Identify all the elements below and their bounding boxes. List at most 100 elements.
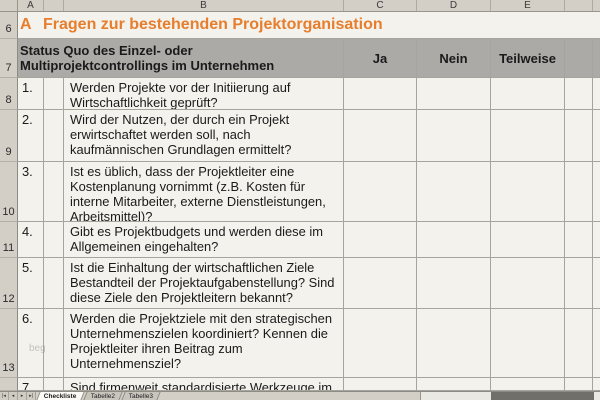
spacer-cell[interactable] (44, 222, 64, 258)
empty-cell[interactable] (565, 378, 593, 391)
row-header-11[interactable]: 11 (0, 222, 18, 258)
answer-yes-cell[interactable] (344, 222, 417, 258)
answer-yes-cell[interactable] (344, 110, 417, 162)
edge-cell (593, 222, 600, 258)
header-no-cell[interactable]: Nein (417, 39, 491, 78)
horizontal-scrollbar[interactable] (420, 392, 600, 400)
spacer-cell[interactable] (44, 78, 64, 110)
empty-cell[interactable] (565, 110, 593, 162)
question-text-cell[interactable]: Ist es üblich, dass der Projektleiter ei… (64, 162, 344, 222)
question-row-1: 8 1. Werden Projekte vor der Initiierung… (0, 78, 600, 110)
question-text-cell[interactable]: Sind firmenweit standardisierte Werkzeug… (64, 378, 344, 391)
tab-nav-first-icon[interactable]: |◂ (0, 392, 9, 400)
sheet-tab-tabelle2[interactable]: Tabelle2 (82, 392, 123, 400)
question-number-cell[interactable]: 1. (18, 78, 44, 110)
tab-bar-filler (159, 392, 420, 400)
column-header-f[interactable] (565, 0, 593, 11)
column-header-b[interactable]: B (64, 0, 344, 11)
empty-cell[interactable] (565, 78, 593, 110)
question-number-cell[interactable]: 2. (18, 110, 44, 162)
column-header-c[interactable]: C (344, 0, 417, 11)
column-header-edge (593, 0, 600, 11)
answer-partial-cell[interactable] (491, 222, 565, 258)
row-header-10[interactable]: 10 (0, 162, 18, 222)
empty-cell[interactable] (565, 258, 593, 309)
answer-no-cell[interactable] (417, 162, 491, 222)
answer-yes-cell[interactable] (344, 258, 417, 309)
section-title-cell[interactable]: A Fragen zur bestehenden Projektorganisa… (18, 12, 600, 39)
answer-no-cell[interactable] (417, 110, 491, 162)
question-row-5: 12 5. Ist die Einhaltung der wirtschaftl… (0, 258, 600, 309)
section-title: Fragen zur bestehenden Projektorganisati… (43, 16, 383, 33)
question-text-cell[interactable]: Werden Projekte vor der Initiierung auf … (64, 78, 344, 110)
empty-cell[interactable] (565, 222, 593, 258)
answer-partial-cell[interactable] (491, 78, 565, 110)
spacer-cell[interactable] (44, 309, 64, 378)
answer-yes-cell[interactable] (344, 309, 417, 378)
spacer-cell[interactable] (44, 378, 64, 391)
empty-cell[interactable] (565, 309, 593, 378)
question-row-4: 11 4. Gibt es Projektbudgets und werden … (0, 222, 600, 258)
row-header-9[interactable]: 9 (0, 110, 18, 162)
answer-partial-cell[interactable] (491, 162, 565, 222)
sheet-tab-checkliste[interactable]: Checkliste (36, 392, 85, 400)
tab-nav-next-icon[interactable]: ▸ (18, 392, 27, 400)
answer-yes-cell[interactable] (344, 378, 417, 391)
column-header-d[interactable]: D (417, 0, 491, 11)
header-empty-cell[interactable] (565, 39, 593, 78)
tab-nav-last-icon[interactable]: ▸| (27, 392, 36, 400)
question-number-cell[interactable]: 4. (18, 222, 44, 258)
row-header-14[interactable] (0, 378, 18, 391)
row-header-8[interactable]: 8 (0, 78, 18, 110)
column-header-e[interactable]: E (491, 0, 565, 11)
edge-cell (593, 258, 600, 309)
question-row-2: 9 2. Wird der Nutzen, der durch ein Proj… (0, 110, 600, 162)
row-header-12[interactable]: 12 (0, 258, 18, 309)
edge-cell (593, 78, 600, 110)
column-header-row: A B C D E (0, 0, 600, 12)
spacer-cell[interactable] (44, 162, 64, 222)
row-header-6[interactable]: 6 (0, 12, 18, 39)
edge-cell (593, 309, 600, 378)
question-number-cell[interactable]: 7. (18, 378, 44, 391)
sheet-grid: 6 A Fragen zur bestehenden Projektorgani… (0, 12, 600, 391)
sheet-tab-tabelle3[interactable]: Tabelle3 (121, 392, 161, 400)
spacer-cell[interactable] (44, 258, 64, 309)
question-text-cell[interactable]: Werden die Projektziele mit den strategi… (64, 309, 344, 378)
select-all-corner[interactable] (0, 0, 18, 11)
answer-partial-cell[interactable] (491, 110, 565, 162)
answer-yes-cell[interactable] (344, 162, 417, 222)
answer-partial-cell[interactable] (491, 258, 565, 309)
answer-partial-cell[interactable] (491, 309, 565, 378)
column-header-gap[interactable] (44, 0, 64, 11)
section-letter: A (20, 16, 32, 33)
answer-no-cell[interactable] (417, 378, 491, 391)
question-text-cell[interactable]: Wird der Nutzen, der durch ein Projekt e… (64, 110, 344, 162)
header-yes-cell[interactable]: Ja (344, 39, 417, 78)
answer-no-cell[interactable] (417, 78, 491, 110)
answer-no-cell[interactable] (417, 222, 491, 258)
sheet-tab-bar: |◂ ◂ ▸ ▸| Checkliste Tabelle2 Tabelle3 (0, 391, 600, 400)
question-number-cell[interactable]: 5. (18, 258, 44, 309)
header-partial-cell[interactable]: Teilweise (491, 39, 565, 78)
question-text-cell[interactable]: Gibt es Projektbudgets und werden diese … (64, 222, 344, 258)
question-text-cell[interactable]: Ist die Einhaltung der wirtschaftlichen … (64, 258, 344, 309)
tab-nav-prev-icon[interactable]: ◂ (9, 392, 18, 400)
row-header-13[interactable]: 13 (0, 309, 18, 378)
question-row-6: 13 6. Werden die Projektziele mit den st… (0, 309, 600, 378)
answer-partial-cell[interactable] (491, 378, 565, 391)
empty-cell[interactable] (565, 162, 593, 222)
spacer-cell[interactable] (44, 110, 64, 162)
edge-cell (593, 162, 600, 222)
answer-no-cell[interactable] (417, 258, 491, 309)
table-header-row: 7 Status Quo des Einzel- oder Multiproje… (0, 39, 600, 78)
answer-yes-cell[interactable] (344, 78, 417, 110)
question-number-cell[interactable]: 3. (18, 162, 44, 222)
header-question-label-cell[interactable]: Status Quo des Einzel- oder Multiprojekt… (18, 39, 344, 78)
question-number-cell[interactable]: 6. (18, 309, 44, 378)
column-header-a[interactable]: A (18, 0, 44, 11)
answer-no-cell[interactable] (417, 309, 491, 378)
row-header-7[interactable]: 7 (0, 39, 18, 78)
scrollbar-thumb[interactable] (491, 392, 594, 400)
title-row: 6 A Fragen zur bestehenden Projektorgani… (0, 12, 600, 39)
